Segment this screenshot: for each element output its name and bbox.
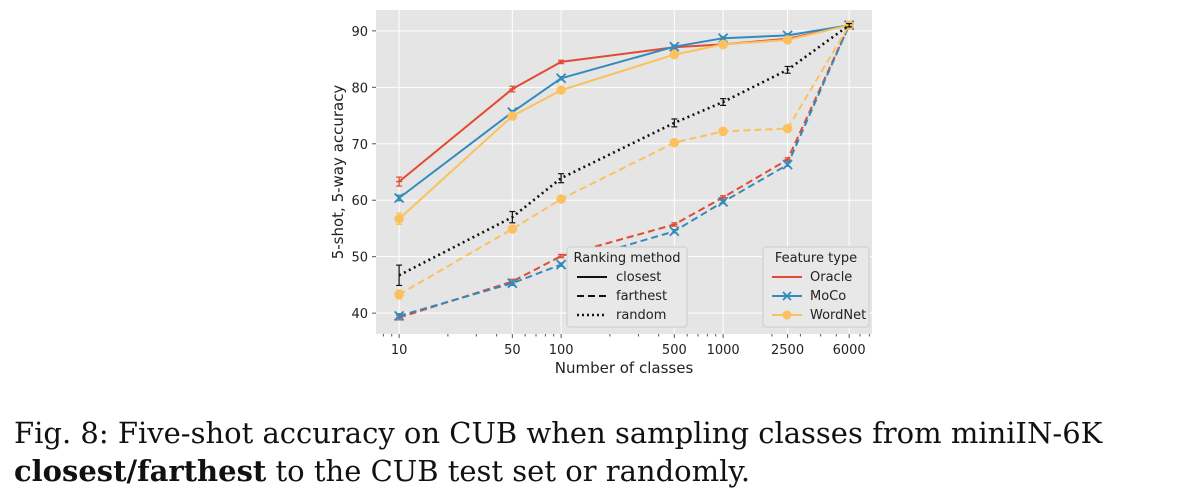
y-tick-label: 80 [351,81,368,96]
caption-suffix: to the CUB test set or randomly. [266,454,751,488]
wordnet-farthest-point [782,123,793,134]
wordnet-farthest-point [394,289,404,300]
legend-label-moco: MoCo [810,289,846,304]
x-tick-label: 500 [662,343,687,358]
caption-bold: closest/farthest [14,454,267,488]
y-axis-label: 5-shot, 5-way accuracy [329,85,347,260]
feature-legend: Feature type Oracle MoCo WordNet [762,246,870,328]
moco-closest-point [393,192,405,204]
wordnet-closest-point [669,49,680,60]
legend-marker-moco [782,291,792,301]
moco-closest-point [669,41,680,52]
legend-marker-wordnet [782,310,792,320]
moco-farthest-point [555,259,567,270]
feature-legend-box [762,246,870,328]
series-layer [393,20,855,322]
x-axis-label: Number of classes [555,359,694,377]
moco-farthest-point [782,159,793,170]
ranking-legend-box [566,246,688,328]
caption-prefix: Fig. 8: Five-shot accuracy on CUB when s… [14,416,1103,450]
y-axis: 40 50 60 70 80 90 [351,25,376,322]
x-axis: 10 50 100 500 1000 2500 6000 [382,334,870,358]
wordnet-closest-point [782,35,793,45]
y-tick-label: 90 [351,25,368,40]
x-tick-label: 50 [504,343,521,358]
wordnet-closest-point [556,85,566,95]
moco-farthest-point [393,310,405,322]
wordnet-closest-point [394,214,404,224]
ranking-legend-title: Ranking method [574,251,681,266]
wordnet-farthest-point [507,224,518,234]
wordnet-farthest-point [556,194,566,204]
wordnet-farthest-point [669,137,680,148]
y-tick-label: 70 [351,138,368,153]
legend-label-oracle: Oracle [810,270,852,285]
legend-label-farthest: farthest [616,289,667,304]
y-tick-label: 40 [351,307,368,322]
ranking-legend: Ranking method closest farthest random [566,246,688,328]
x-tick-label: 2500 [771,343,804,358]
wordnet-farthest-point [718,126,728,137]
y-tick-label: 60 [351,194,368,209]
x-tick-label: 1000 [707,343,740,358]
figure-caption: Fig. 8: Five-shot accuracy on CUB when s… [14,414,1194,490]
x-tick-label: 100 [549,343,574,358]
y-tick-label: 50 [351,251,368,266]
legend-label-random: random [616,308,666,323]
moco-farthest-point [507,278,518,289]
wordnet-closest-point [718,39,728,50]
moco-farthest-point [669,226,680,237]
legend-label-wordnet: WordNet [810,308,866,323]
feature-legend-title: Feature type [775,251,857,266]
moco-farthest-point [717,196,729,208]
moco-closest-point [555,73,567,84]
wordnet-closest-point [507,111,518,121]
x-tick-label: 6000 [833,343,866,358]
x-tick-label: 10 [391,343,408,358]
legend-label-closest: closest [616,270,661,285]
